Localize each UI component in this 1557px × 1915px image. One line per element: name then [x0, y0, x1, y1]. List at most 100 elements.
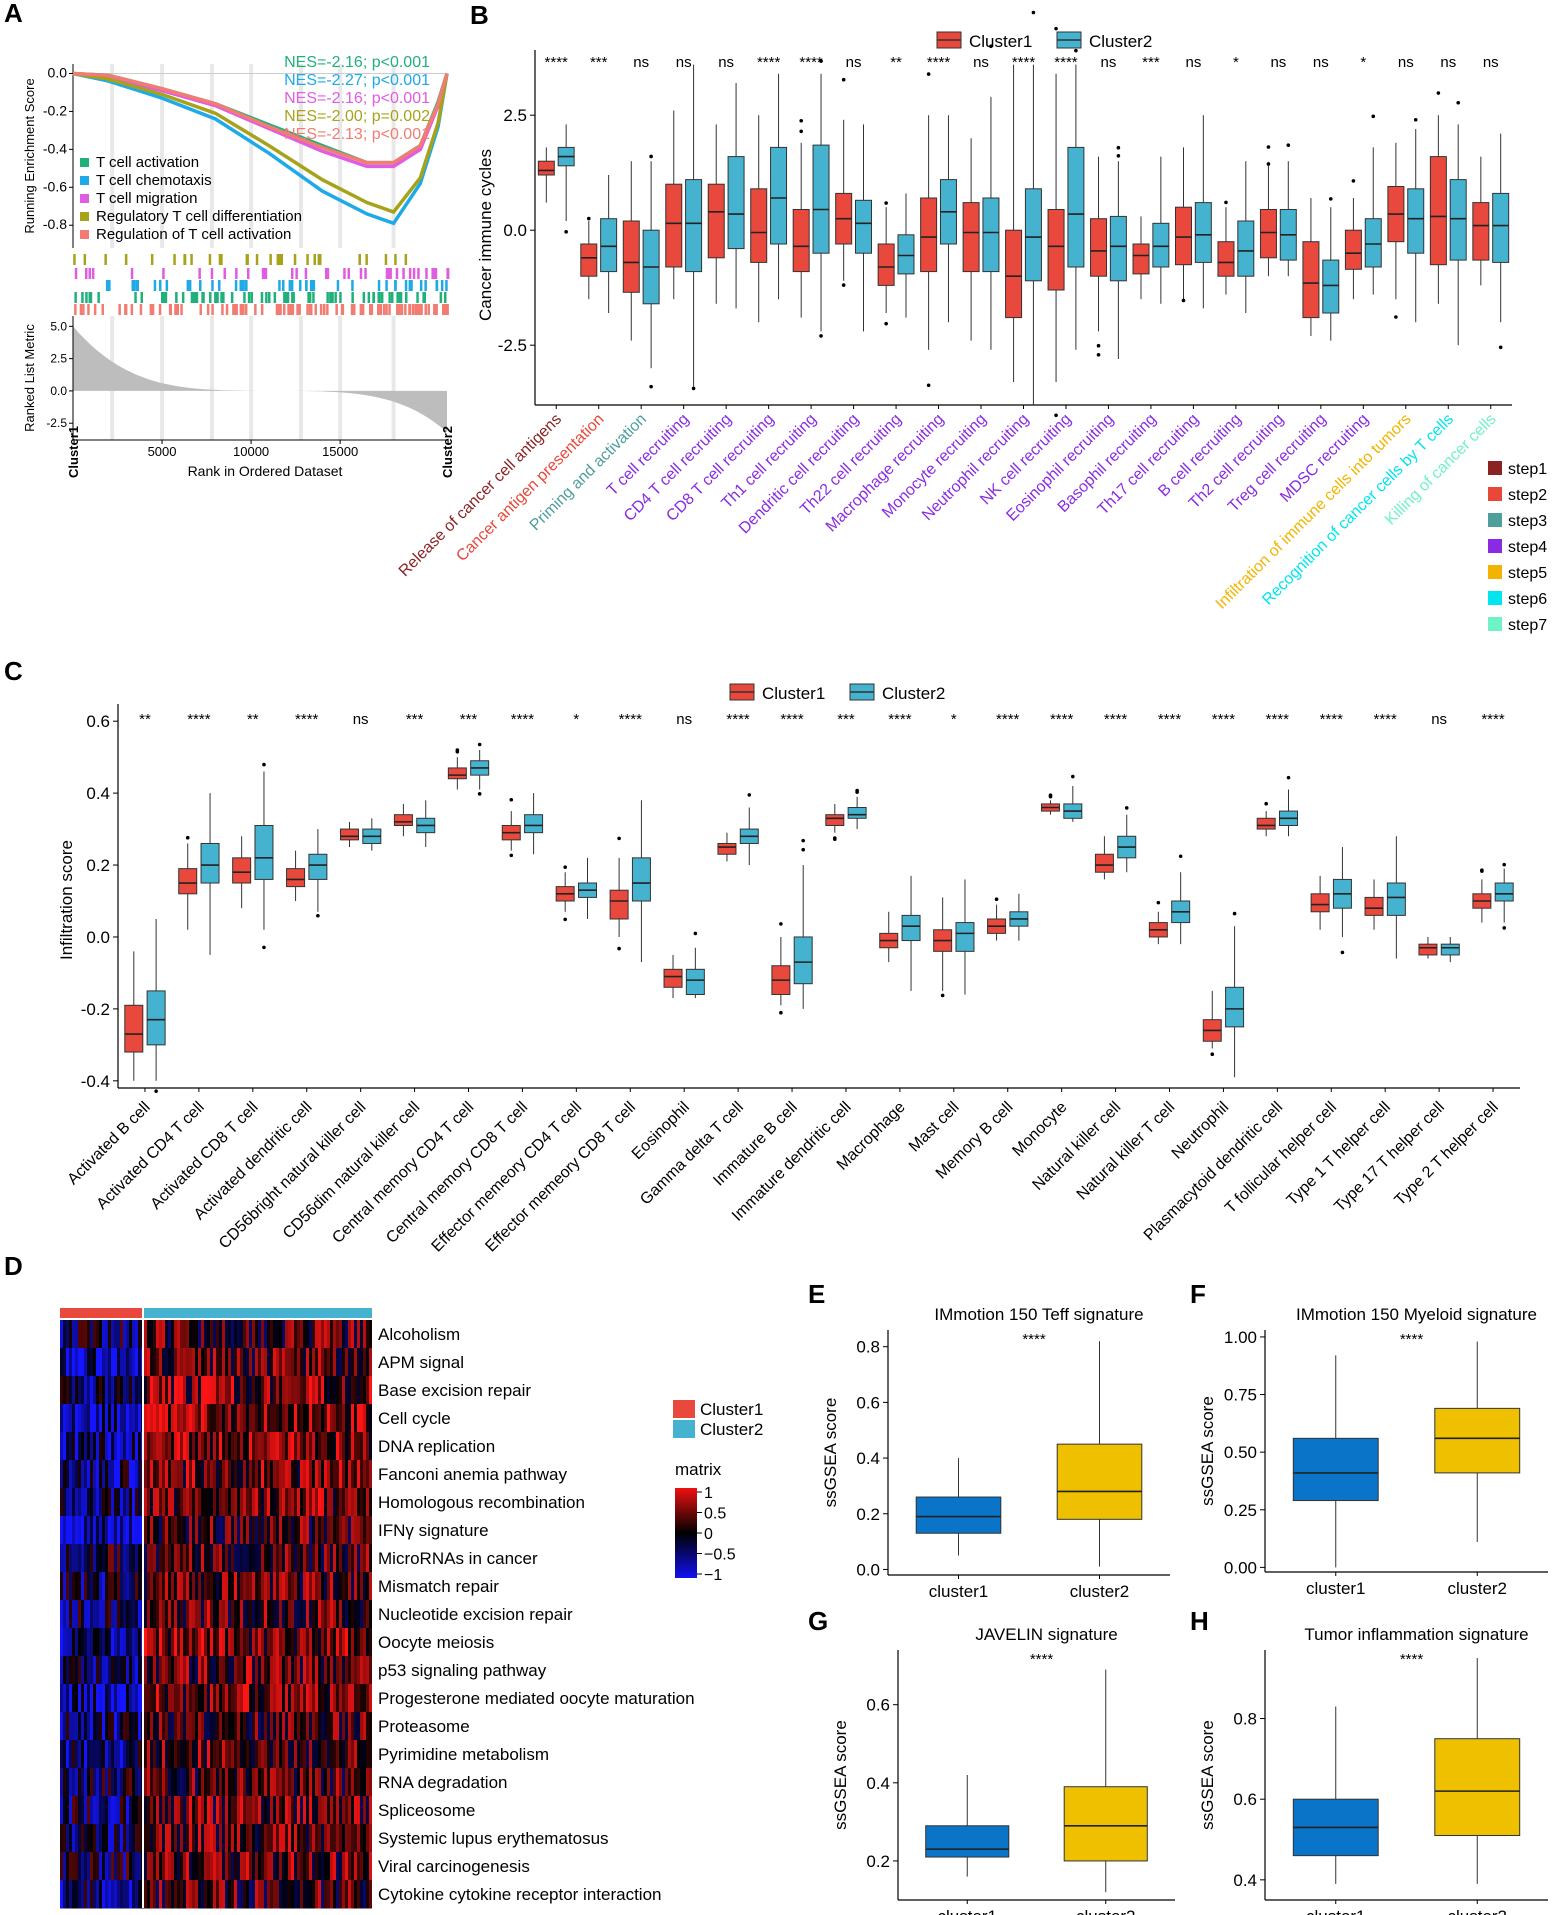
heatmap-cell: [195, 1516, 198, 1545]
heatmap-cell: [213, 1516, 216, 1545]
heatmap-cell: [309, 1824, 312, 1853]
heatmap-cell: [219, 1852, 222, 1881]
heatmap-cell: [240, 1376, 243, 1405]
heatmap-cell: [288, 1740, 291, 1769]
heatmap-cell: [219, 1628, 222, 1657]
heatmap-cell: [249, 1880, 252, 1909]
x-tick-label: cluster1: [1306, 1907, 1366, 1915]
heatmap-cell: [369, 1460, 372, 1489]
heatmap-cell: [63, 1656, 66, 1685]
heatmap-cell: [273, 1656, 276, 1685]
significance-label: ns: [973, 54, 989, 71]
heatmap-cell: [222, 1684, 225, 1713]
heatmap-cell: [162, 1572, 165, 1601]
heatmap-cell: [312, 1572, 315, 1601]
heatmap-cell: [354, 1712, 357, 1741]
heatmap-cell: [198, 1376, 201, 1405]
heatmap-cell: [129, 1740, 132, 1769]
heatmap-cell: [210, 1488, 213, 1517]
heatmap-cell: [165, 1796, 168, 1825]
gsea-hit-tick: [385, 304, 388, 315]
heatmap-cell: [294, 1404, 297, 1433]
heatmap-cell: [363, 1404, 366, 1433]
heatmap-cell: [183, 1516, 186, 1545]
step-legend-swatch: [1488, 617, 1502, 631]
heatmap-cell: [108, 1740, 111, 1769]
heatmap-cell: [171, 1824, 174, 1853]
gsea-hit-tick: [198, 268, 201, 279]
gsea-legend-swatch: [80, 194, 89, 203]
heatmap-cell: [129, 1516, 132, 1545]
heatmap-cell: [228, 1432, 231, 1461]
heatmap-cell: [162, 1488, 165, 1517]
panel-letter-d: D: [4, 1251, 23, 1281]
heatmap-cell: [222, 1432, 225, 1461]
heatmap-cell: [300, 1880, 303, 1909]
ylabel: ssGSEA score: [1198, 1720, 1217, 1830]
heatmap-cell: [225, 1544, 228, 1573]
gsea-hit-tick: [359, 304, 363, 315]
heatmap-cell: [93, 1600, 96, 1629]
heatmap-cell: [165, 1320, 168, 1349]
heatmap-cell: [246, 1628, 249, 1657]
heatmap-cell: [96, 1320, 99, 1349]
heatmap-cell: [120, 1572, 123, 1601]
heatmap-cell: [228, 1320, 231, 1349]
heatmap-cell: [252, 1600, 255, 1629]
heatmap-cell: [123, 1656, 126, 1685]
heatmap-cell: [357, 1880, 360, 1909]
heatmap-cell: [135, 1684, 138, 1713]
outlier-point: [1266, 162, 1271, 166]
heatmap-cell: [261, 1488, 264, 1517]
heatmap-cell: [153, 1460, 156, 1489]
heatmap-cell: [213, 1572, 216, 1601]
heatmap-cell: [309, 1488, 312, 1517]
cluster1-box: [178, 868, 198, 895]
heatmap-cell: [318, 1656, 321, 1685]
heatmap-cell: [150, 1656, 153, 1685]
heatmap-cell: [252, 1852, 255, 1881]
heatmap-cell: [159, 1320, 162, 1349]
gsea-hit-tick: [199, 280, 202, 291]
heatmap-cell: [168, 1628, 171, 1657]
significance-label: ****: [1054, 54, 1078, 71]
cluster2-box: [1225, 986, 1245, 1028]
ranked-x-tick-label: 5000: [148, 444, 177, 459]
heatmap-cell: [348, 1488, 351, 1517]
heatmap-cell: [60, 1740, 63, 1769]
heatmap-cell: [204, 1544, 207, 1573]
gsea-hit-tick: [435, 304, 438, 315]
heatmap-cell: [210, 1852, 213, 1881]
heatmap-cell: [96, 1768, 99, 1797]
heatmap-cell: [183, 1600, 186, 1629]
heatmap-cell: [81, 1404, 84, 1433]
heatmap-cell: [243, 1544, 246, 1573]
heatmap-cell: [237, 1348, 240, 1377]
heatmap-cell: [117, 1796, 120, 1825]
heatmap-cluster2-bar: [144, 1308, 372, 1318]
heatmap-cell: [201, 1740, 204, 1769]
heatmap-cell: [66, 1656, 69, 1685]
heatmap-cell: [318, 1432, 321, 1461]
heatmap-cell: [69, 1376, 72, 1405]
gsea-hit-tick: [444, 304, 447, 315]
heatmap-cell: [162, 1348, 165, 1377]
heatmap-cell: [288, 1880, 291, 1909]
heatmap-cell: [357, 1516, 360, 1545]
heatmap-cell: [288, 1544, 291, 1573]
heatmap-cell: [123, 1320, 126, 1349]
heatmap-cell: [342, 1544, 345, 1573]
heatmap-cell: [204, 1432, 207, 1461]
heatmap-cell: [90, 1768, 93, 1797]
heatmap-cell: [150, 1572, 153, 1601]
heatmap-cell: [252, 1768, 255, 1797]
heatmap-cell: [327, 1460, 330, 1489]
heatmap-cell: [147, 1404, 150, 1433]
heatmap-cell: [111, 1824, 114, 1853]
heatmap-cell: [213, 1628, 216, 1657]
heatmap-cell: [249, 1628, 252, 1657]
heatmap-cell: [222, 1628, 225, 1657]
heatmap-cell: [183, 1320, 186, 1349]
heatmap-cell: [276, 1460, 279, 1489]
heatmap-cell: [240, 1488, 243, 1517]
